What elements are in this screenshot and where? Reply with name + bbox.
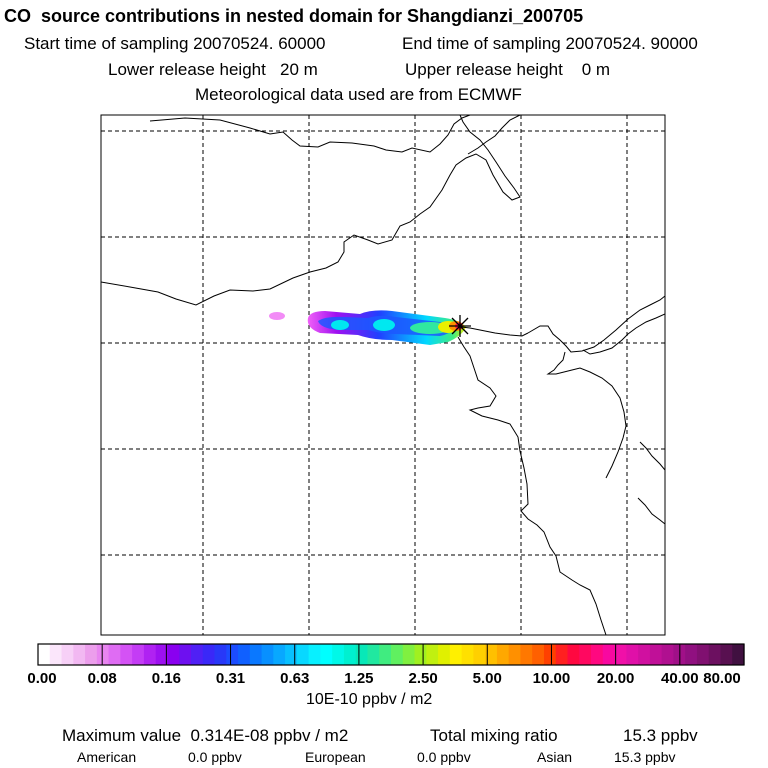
colorbar-cell	[38, 644, 51, 665]
colorbar-cell	[120, 644, 133, 665]
asian-value: 15.3 ppbv	[614, 749, 676, 765]
coastlines	[101, 115, 665, 635]
colorbar-cell	[355, 644, 369, 665]
colorbar-cell	[720, 644, 733, 665]
colorbar-cell	[543, 644, 557, 665]
colorbar-cell	[732, 644, 745, 665]
graticule	[101, 115, 665, 635]
colorbar-cell	[626, 644, 639, 665]
colorbar-tick-label: 1.25	[344, 670, 374, 687]
american-value: 0.0 ppbv	[188, 749, 242, 765]
european-value: 0.0 ppbv	[417, 749, 471, 765]
colorbar-cell	[532, 644, 545, 665]
colorbar-cell	[155, 644, 169, 665]
colorbar-cell	[179, 644, 192, 665]
upper-release-height: Upper release height 0 m	[405, 60, 611, 79]
colorbar-cell	[226, 644, 239, 665]
colorbar-cell	[520, 644, 533, 665]
colorbar-tick-label: 40.00	[661, 670, 699, 687]
colorbar-cell	[614, 644, 627, 665]
colorbar-cell	[190, 644, 204, 665]
concentration-plume	[269, 310, 466, 345]
colorbar-cell	[132, 644, 145, 665]
colorbar-tick-label: 20.00	[596, 670, 635, 687]
colorbar-tick-label: 80.00	[703, 670, 741, 687]
colorbar-cell	[449, 644, 463, 665]
colorbar-dividers	[101, 644, 681, 665]
colorbar-cell	[214, 644, 227, 665]
colorbar-cell	[238, 644, 251, 665]
colorbar-cell	[143, 644, 157, 665]
colorbar-tick-label: 5.00	[472, 670, 502, 687]
colorbar-cell	[108, 644, 121, 665]
map-frame	[100, 114, 666, 636]
colorbar-cell	[555, 644, 569, 665]
maximum-value: Maximum value 0.314E-08 ppbv / m2	[62, 726, 349, 745]
american-label: American	[77, 749, 137, 765]
colorbar-cell	[602, 644, 616, 665]
colorbar-cell	[202, 644, 216, 665]
colorbar-cell	[402, 644, 416, 665]
end-time-label: End time of sampling 20070524. 90000	[402, 34, 698, 53]
colorbar-frame	[37, 643, 745, 666]
lower-release-height: Lower release height 20 m	[108, 60, 318, 79]
colorbar-tick-label: 2.50	[408, 670, 438, 687]
colorbar-cell	[85, 644, 98, 665]
colorbar-tick-label: 0.00	[27, 670, 57, 687]
start-time-label: Start time of sampling 20070524. 60000	[24, 34, 326, 53]
colorbar-cell	[367, 644, 380, 665]
colorbar-cell	[96, 644, 110, 665]
colorbar-cell	[649, 644, 663, 665]
colorbar-cell	[685, 644, 698, 665]
met-data-source: Meteorological data used are from ECMWF	[195, 85, 522, 104]
colorbar-cell	[496, 644, 510, 665]
map-contents	[101, 115, 665, 635]
colorbar-cell	[391, 644, 404, 665]
colorbar-cell	[508, 644, 522, 665]
colorbar-cell	[379, 644, 392, 665]
map-title: CO source contributions in nested domain…	[4, 6, 584, 26]
colorbar-cell	[414, 644, 427, 665]
colorbar-units: 10E-10 ppbv / m2	[306, 691, 433, 708]
colorbar-cell	[308, 644, 321, 665]
colorbar-cell	[661, 644, 674, 665]
colorbar-cell	[638, 644, 651, 665]
colorbar-cell	[49, 644, 63, 665]
european-label: European	[305, 749, 366, 765]
colorbar-tick-label: 0.08	[87, 670, 117, 687]
total-mixing-ratio-value: 15.3 ppbv	[623, 726, 698, 745]
colorbar-cell	[438, 644, 451, 665]
colorbar-cell	[343, 644, 357, 665]
asian-label: Asian	[537, 749, 573, 765]
colorbar-cell	[249, 644, 263, 665]
colorbar-cell	[332, 644, 345, 665]
colorbar-tick-label: 10.00	[532, 670, 571, 687]
colorbar-tick-label: 0.63	[280, 670, 310, 687]
colorbar-tick-label: 0.16	[151, 670, 181, 687]
colorbar-cell	[285, 644, 298, 665]
colorbar-cell	[591, 644, 604, 665]
colorbar-cell	[473, 644, 486, 665]
colorbar-cell	[579, 644, 592, 665]
colorbar-cell	[567, 644, 580, 665]
colorbar-cell	[273, 644, 286, 665]
colorbar-cell	[61, 644, 74, 665]
colorbar-cell	[461, 644, 474, 665]
colorbar-cell	[167, 644, 180, 665]
total-mixing-ratio-label: Total mixing ratio	[430, 726, 558, 745]
colorbar-cell	[426, 644, 439, 665]
colorbar-cell	[73, 644, 86, 665]
colorbar-tick-label: 0.31	[215, 670, 246, 687]
receptor-marker	[449, 315, 471, 337]
colorbar-cell	[696, 644, 710, 665]
colorbar-cell	[261, 644, 274, 665]
colorbar-cell	[485, 644, 498, 665]
colorbar-cells	[38, 644, 745, 665]
colorbar-cell	[320, 644, 333, 665]
colorbar-cell	[708, 644, 722, 665]
colorbar-cell	[296, 644, 310, 665]
